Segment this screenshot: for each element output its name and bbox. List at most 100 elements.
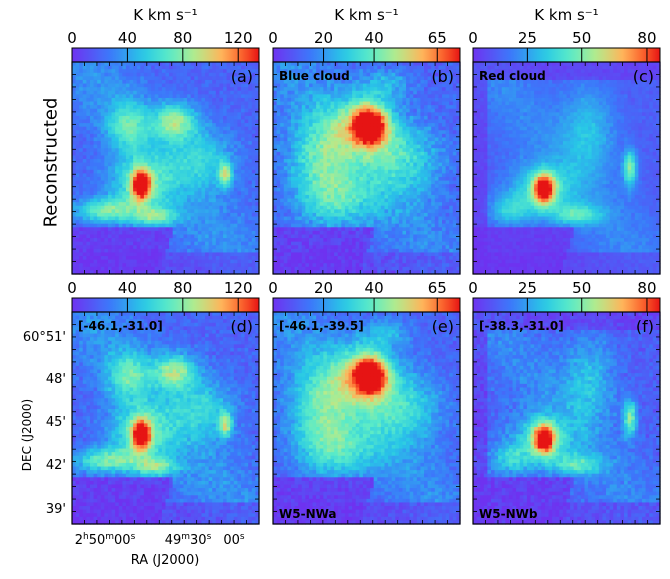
heatmap-cell — [352, 220, 356, 224]
heatmap-cell — [201, 109, 205, 113]
heatmap-cell — [115, 102, 119, 106]
heatmap-cell — [309, 109, 313, 113]
heatmap-cell — [370, 184, 374, 188]
heatmap-cell — [241, 127, 245, 131]
heatmap-cell — [241, 87, 245, 91]
heatmap-cell — [248, 191, 252, 195]
heatmap-cell — [341, 137, 345, 141]
heatmap-cell — [287, 202, 291, 206]
heatmap-cell — [323, 62, 327, 66]
heatmap-cell — [76, 73, 80, 77]
heatmap-cell — [187, 184, 191, 188]
heatmap-cell — [359, 206, 363, 210]
heatmap-cell — [305, 202, 309, 206]
heatmap-cell — [137, 119, 141, 123]
heatmap-cell — [277, 245, 281, 249]
heatmap-cell — [280, 94, 284, 98]
heatmap-cell — [198, 184, 202, 188]
heatmap-cell — [341, 177, 345, 181]
heatmap-cell — [291, 84, 295, 88]
heatmap-cell — [313, 155, 317, 159]
heatmap-cell — [148, 87, 152, 91]
heatmap-cell — [377, 260, 381, 264]
heatmap-cell — [349, 220, 353, 224]
heatmap-cell — [79, 263, 83, 267]
heatmap-cell — [158, 224, 162, 228]
heatmap-cell — [298, 87, 302, 91]
heatmap-cell — [302, 148, 306, 152]
heatmap-cell — [119, 130, 123, 134]
heatmap-cell — [248, 91, 252, 95]
heatmap-cell — [187, 256, 191, 260]
heatmap-cell — [166, 234, 170, 238]
heatmap-cell — [115, 84, 119, 88]
heatmap-cell — [83, 245, 87, 249]
heatmap-cell — [309, 227, 313, 231]
heatmap-cell — [155, 62, 159, 66]
heatmap-cell — [119, 184, 123, 188]
heatmap-cell — [352, 252, 356, 256]
heatmap-cell — [237, 163, 241, 167]
heatmap-cell — [320, 102, 324, 106]
heatmap-cell — [83, 69, 87, 73]
heatmap-cell — [83, 148, 87, 152]
heatmap-cell — [302, 112, 306, 116]
heatmap-cell — [86, 76, 90, 80]
heatmap-cell — [298, 267, 302, 271]
heatmap-cell — [305, 188, 309, 192]
heatmap-cell — [97, 134, 101, 138]
heatmap-cell — [327, 181, 331, 185]
heatmap-cell — [158, 84, 162, 88]
heatmap-cell — [295, 84, 299, 88]
heatmap-cell — [191, 87, 195, 91]
heatmap-cell — [180, 191, 184, 195]
heatmap-cell — [94, 199, 98, 203]
heatmap-cell — [245, 220, 249, 224]
heatmap-cell — [176, 130, 180, 134]
heatmap-cell — [291, 127, 295, 131]
heatmap-cell — [216, 109, 220, 113]
heatmap-cell — [86, 159, 90, 163]
heatmap-cell — [194, 109, 198, 113]
heatmap-cell — [316, 170, 320, 174]
heatmap-cell — [201, 234, 205, 238]
heatmap-cell — [241, 234, 245, 238]
heatmap-cell — [79, 191, 83, 195]
heatmap-cell — [115, 127, 119, 131]
heatmap-cell — [130, 112, 134, 116]
heatmap-cell — [166, 166, 170, 170]
heatmap-cell — [241, 145, 245, 149]
heatmap-cell — [277, 127, 281, 131]
heatmap-cell — [280, 191, 284, 195]
heatmap-cell — [180, 231, 184, 235]
heatmap-cell — [140, 152, 144, 156]
heatmap-cell — [83, 155, 87, 159]
heatmap-cell — [230, 224, 234, 228]
heatmap-cell — [72, 80, 76, 84]
heatmap-cell — [273, 94, 277, 98]
heatmap-cell — [334, 238, 338, 242]
heatmap-cell — [345, 91, 349, 95]
heatmap-cell — [97, 137, 101, 141]
heatmap-cell — [205, 220, 209, 224]
heatmap-cell — [162, 123, 166, 127]
heatmap-cell — [180, 220, 184, 224]
heatmap-cell — [363, 112, 367, 116]
heatmap-cell — [90, 263, 94, 267]
heatmap-cell — [83, 145, 87, 149]
heatmap-cell — [323, 191, 327, 195]
heatmap-cell — [194, 145, 198, 149]
heatmap-cell — [234, 249, 238, 253]
heatmap-cell — [291, 145, 295, 149]
heatmap-cell — [295, 98, 299, 102]
heatmap-cell — [331, 105, 335, 109]
heatmap-cell — [94, 184, 98, 188]
heatmap-cell — [295, 202, 299, 206]
heatmap-cell — [162, 234, 166, 238]
heatmap-cell — [205, 105, 209, 109]
heatmap-cell — [245, 130, 249, 134]
heatmap-cell — [187, 127, 191, 131]
heatmap-cell — [148, 73, 152, 77]
heatmap-cell — [158, 238, 162, 242]
heatmap-cell — [169, 217, 173, 221]
